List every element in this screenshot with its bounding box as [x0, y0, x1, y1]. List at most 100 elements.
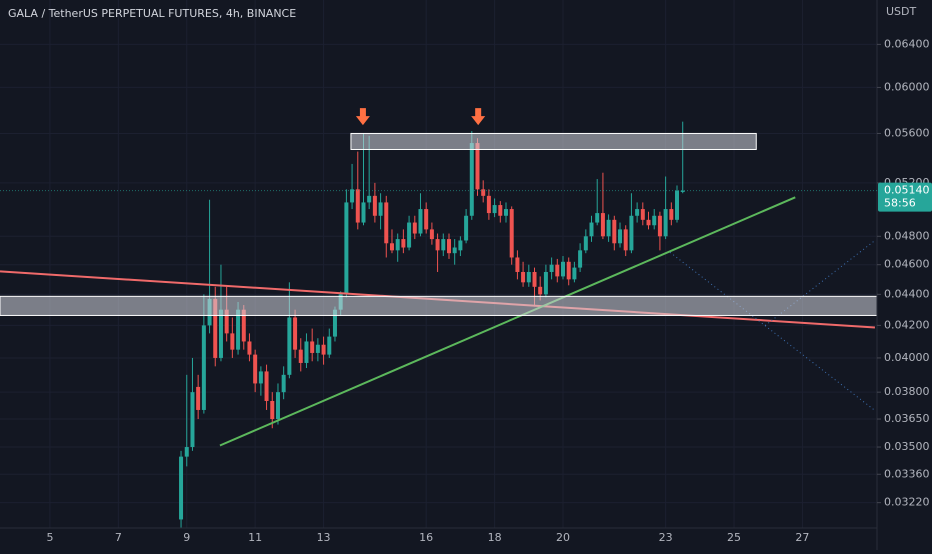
- y-tick-label: 0.05600: [884, 126, 930, 139]
- x-tick-label: 18: [488, 531, 502, 544]
- x-tick-label: 7: [115, 531, 122, 544]
- candle-body: [452, 247, 457, 254]
- candle-body: [281, 374, 286, 393]
- candle-body: [566, 261, 571, 280]
- candle-body: [498, 205, 503, 216]
- candle-body: [549, 264, 554, 272]
- candle-body: [321, 344, 326, 355]
- trendline: [219, 196, 796, 447]
- candle-body: [578, 250, 583, 268]
- candle-body: [361, 202, 366, 223]
- candle-body: [327, 336, 332, 355]
- y-tick-label: 0.06000: [884, 80, 930, 93]
- zone: [350, 132, 757, 150]
- candle-body: [224, 309, 229, 334]
- candle-body: [509, 209, 514, 258]
- candle-body: [635, 209, 640, 216]
- x-tick-label: 9: [183, 531, 190, 544]
- candle-body: [532, 271, 537, 287]
- candle-body: [543, 271, 548, 295]
- x-tick-label: 16: [419, 531, 433, 544]
- y-tick-label: 0.04600: [884, 258, 930, 271]
- candle-body: [230, 333, 235, 350]
- y-unit: USDT: [886, 5, 917, 18]
- candle-body: [646, 219, 651, 226]
- candle-body: [561, 261, 566, 277]
- y-tick-label: 0.03800: [884, 385, 930, 398]
- chart-title: GALA / TetherUS PERPETUAL FUTURES, 4h, B…: [8, 7, 296, 20]
- candle-body: [481, 189, 486, 196]
- x-tick-label: 5: [46, 531, 53, 544]
- candle-body: [475, 143, 480, 190]
- candle-body: [669, 209, 674, 220]
- y-tick-label: 0.03500: [884, 440, 930, 453]
- candle-body: [441, 239, 446, 251]
- y-tick-label: 0.03360: [884, 467, 930, 480]
- last-price-label: 0.05140: [884, 184, 930, 197]
- candle-body: [389, 243, 394, 251]
- candle-body: [367, 195, 372, 203]
- candle-body: [583, 236, 588, 251]
- candle-body: [429, 229, 434, 240]
- candle-body: [236, 309, 241, 350]
- candle-body: [253, 354, 258, 384]
- candle-body: [515, 257, 520, 272]
- candle-body: [378, 202, 383, 216]
- x-tick-label: 27: [795, 531, 809, 544]
- x-tick-label: 13: [317, 531, 331, 544]
- candle-body: [287, 317, 292, 375]
- candle-body: [218, 309, 223, 358]
- candle-body: [503, 209, 508, 216]
- candle-body: [350, 189, 355, 203]
- y-tick-label: 0.04200: [884, 318, 930, 331]
- y-tick-label: 0.04400: [884, 287, 930, 300]
- candle-body: [680, 190, 685, 192]
- candle-body: [179, 456, 184, 520]
- candle-body: [241, 309, 246, 342]
- candle-body: [304, 341, 309, 363]
- x-tick-label: 25: [727, 531, 741, 544]
- candle-body: [640, 209, 645, 220]
- candle-body: [332, 309, 337, 337]
- candle-body: [258, 371, 263, 384]
- candle-body: [464, 215, 469, 241]
- candle-body: [298, 349, 303, 363]
- candle-body: [657, 215, 662, 237]
- last-price-tag: [878, 182, 932, 212]
- x-tick-label: 11: [248, 531, 262, 544]
- candle-body: [310, 341, 315, 353]
- candle-body: [675, 190, 680, 220]
- candle-body: [407, 222, 412, 248]
- candle-body: [384, 202, 389, 244]
- candle-body: [612, 219, 617, 244]
- candle-body: [589, 222, 594, 237]
- candle-body: [315, 344, 320, 353]
- y-tick-label: 0.03220: [884, 496, 930, 509]
- candle-body: [275, 392, 280, 420]
- candle-body: [469, 143, 474, 216]
- candle-body: [355, 189, 360, 223]
- candle-body: [600, 213, 605, 237]
- candle-body: [418, 209, 423, 234]
- candle-body: [395, 239, 400, 251]
- candle-body: [401, 239, 406, 248]
- candle-body: [435, 239, 440, 251]
- candle-body: [213, 298, 218, 358]
- arrow-marker: [355, 108, 370, 126]
- y-tick-label: 0.04000: [884, 351, 930, 364]
- candle-body: [424, 209, 429, 230]
- candle-body: [618, 229, 623, 244]
- candle-body: [458, 240, 463, 251]
- candle-body: [344, 202, 349, 295]
- candle-body: [663, 209, 668, 237]
- x-tick-label: 23: [659, 531, 673, 544]
- countdown: 58:56: [884, 197, 916, 210]
- candle-body: [293, 317, 298, 350]
- candle-body: [572, 267, 577, 280]
- candle-body: [196, 386, 201, 410]
- y-tick-label: 0.03650: [884, 412, 930, 425]
- candle-body: [538, 286, 543, 295]
- candle-body: [629, 215, 634, 251]
